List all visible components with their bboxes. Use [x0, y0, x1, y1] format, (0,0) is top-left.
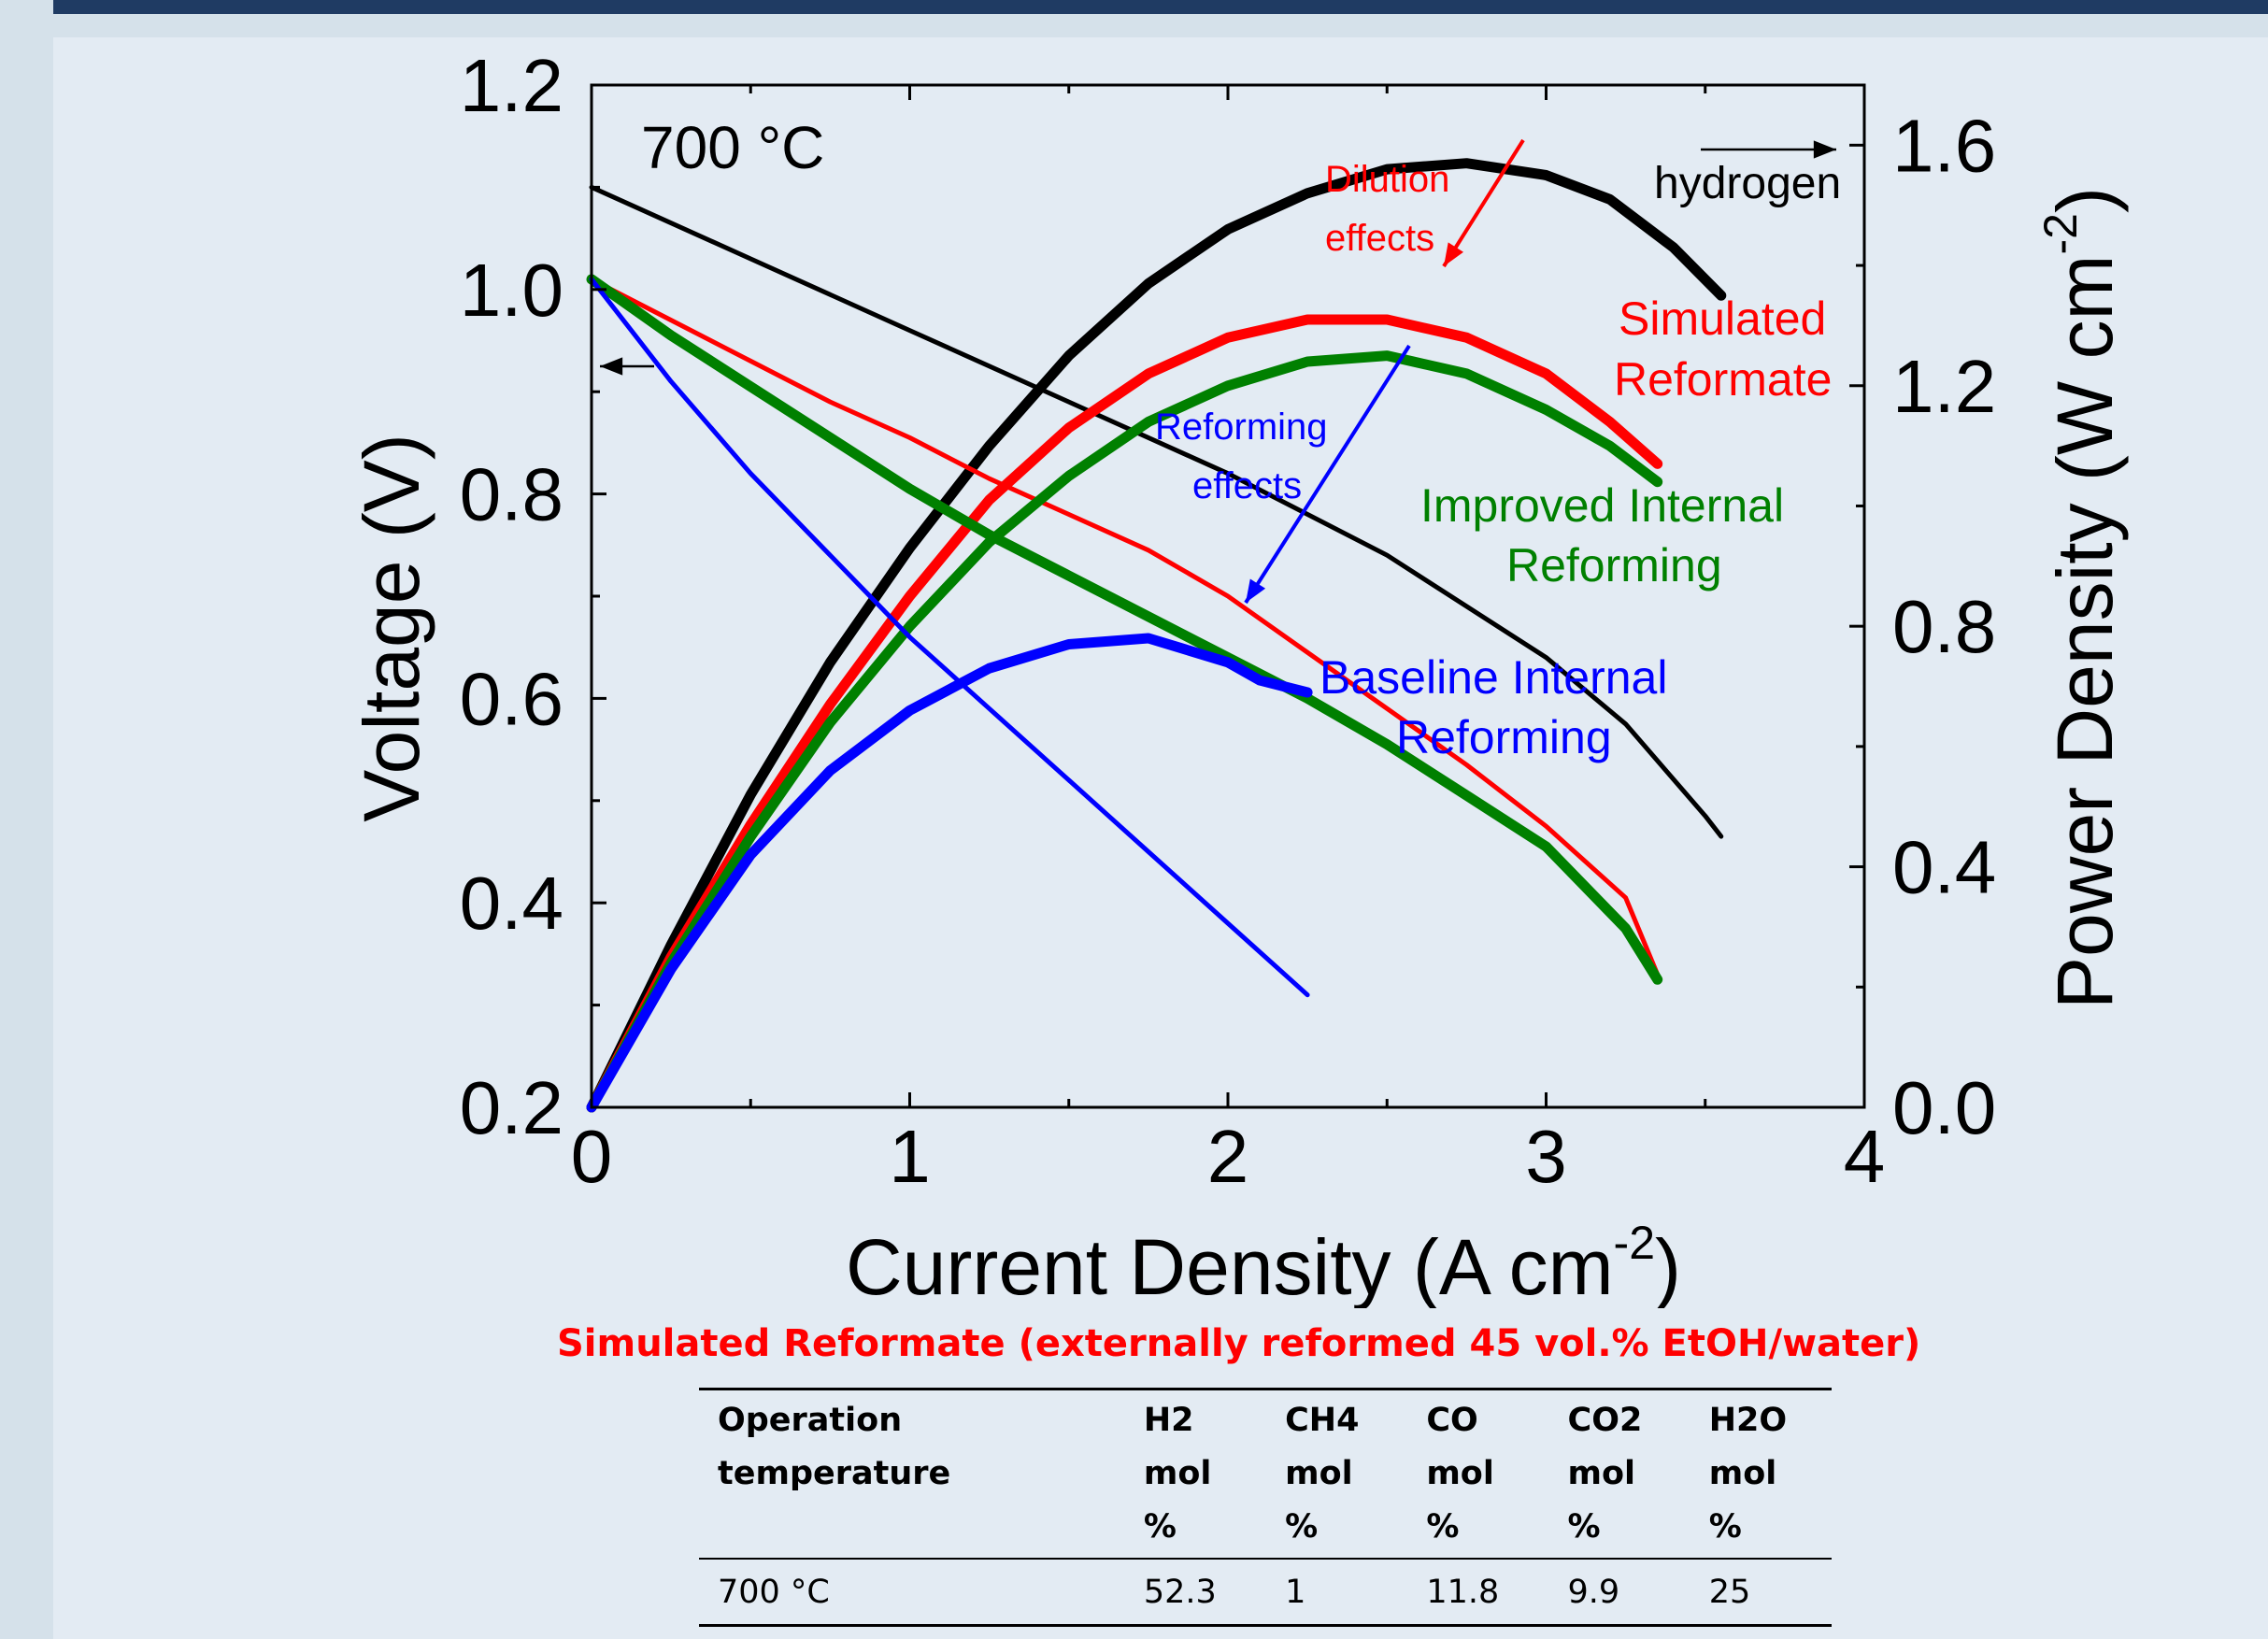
header-column: CH4 mol%: [1285, 1402, 1360, 1546]
series-baseline-power-curve: [586, 633, 1313, 1113]
y-left-tick-label: 0.6: [460, 657, 563, 740]
y-right-tick-label: 0.8: [1892, 585, 1996, 668]
x-tick-label: 2: [1207, 1115, 1249, 1198]
dilution-effects-label-line2: effects: [1325, 218, 1434, 259]
header-operation-temperature: Operation temperature: [718, 1402, 951, 1492]
voltage-left-axis-arrow-head: [600, 357, 623, 376]
y-right-axis-label: Power Density (W cm-2): [2034, 187, 2129, 1009]
header-column: CO mol%: [1426, 1402, 1494, 1546]
x-tick-label: 1: [889, 1115, 931, 1198]
simulated-reformate-label-line1: Simulated: [1619, 292, 1826, 345]
baseline-internal-reforming-label-line1: Baseline Internal: [1319, 651, 1667, 704]
series-improved-power-curve: [586, 350, 1663, 1113]
series-layer: [586, 158, 1727, 1113]
series-hydrogen-power-curve: [586, 158, 1727, 1113]
hydrogen-label: hydrogen: [1654, 159, 1841, 208]
simulated-reformate-label-line2: Reformate: [1614, 353, 1832, 406]
top-banner: [53, 0, 2268, 14]
y-left-tick-label: 1.2: [460, 44, 563, 127]
dilution-effects-label-line1: Dilution: [1325, 159, 1449, 200]
table-cell: 52.3: [1143, 1574, 1217, 1611]
improved-internal-reforming-label-line2: Reforming: [1506, 539, 1722, 591]
series-baseline-voltage-curve: [589, 277, 1310, 998]
y-right-tick-label: 0.0: [1892, 1066, 1996, 1149]
y-left-tick-label: 0.4: [460, 862, 563, 945]
y-left-axis-label: Voltage (V): [348, 434, 435, 822]
dilution-arrow-shaft: [1442, 138, 1525, 268]
y-left-tick-label: 0.2: [460, 1066, 563, 1149]
series-simulated-power-curve: [586, 314, 1663, 1113]
axes-layer: 0 1 2 3 4 0.2 0.4 0.6 0.8 1.0 1.2 0.0 0.4 0.8 1.2 1.6 Cu…: [348, 44, 2129, 1308]
annotation-layer: 700 °C hydrogen Dilution effects Simulated Re…: [600, 114, 1841, 763]
x-tick-label: 4: [1844, 1115, 1886, 1198]
reforming-effects-label-line2: effects: [1192, 465, 1302, 506]
header-column: CO2 mol%: [1567, 1402, 1643, 1546]
hydrogen-right-axis-arrow-head: [1813, 140, 1836, 159]
y-right-tick-label: 1.6: [1892, 104, 1996, 187]
power-voltage-chart: 0 1 2 3 4 0.2 0.4 0.6 0.8 1.0 1.2 0.0 0.4 0.8 1.2 1.6 Cu…: [348, 44, 2129, 1308]
y-left-tick-label: 1.0: [460, 249, 563, 332]
x-tick-label: 3: [1525, 1115, 1567, 1198]
table-body: 700 °C 52.3 1 11.8 9.9 25: [699, 1559, 1832, 1626]
header-column: H2 mol%: [1143, 1402, 1212, 1546]
table-cell: 1: [1285, 1574, 1306, 1611]
header-column: H2O mol%: [1708, 1402, 1788, 1546]
table-cell: 25: [1708, 1574, 1751, 1611]
table-caption: Simulated Reformate (externally reformed…: [557, 1322, 1921, 1365]
content-panel: [53, 37, 2268, 1639]
baseline-internal-reforming-label-line2: Reforming: [1396, 711, 1612, 763]
reforming-effects-label-line1: Reforming: [1155, 406, 1328, 448]
y-right-tick-label: 1.2: [1892, 345, 1996, 428]
series-hydrogen-voltage-curve: [589, 184, 1724, 839]
table-cell: 11.8: [1426, 1574, 1500, 1611]
table-cell: 9.9: [1567, 1574, 1620, 1611]
y-right-tick-label: 0.4: [1892, 826, 1996, 909]
series-simulated-voltage-curve: [589, 277, 1661, 977]
table-cell: 700 °C: [718, 1574, 830, 1611]
table-row: 700 °C 52.3 1 11.8 9.9 25: [699, 1559, 1832, 1626]
improved-internal-reforming-label-line1: Improved Internal: [1420, 479, 1784, 532]
y-left-tick-label: 0.8: [460, 453, 563, 536]
x-tick-label: 0: [571, 1115, 613, 1198]
temperature-annotation: 700 °C: [641, 114, 824, 181]
reforming-arrow-shaft: [1244, 344, 1411, 605]
reforming-arrow-head: [1246, 578, 1266, 603]
table-header-row: Operation temperature H2 mol% CH4 mol% CO mol% C…: [699, 1389, 1832, 1559]
x-axis-label: Current Density (A cm-2): [846, 1217, 1681, 1308]
dilution-arrow-head: [1444, 242, 1464, 266]
series-improved-voltage-curve: [586, 274, 1663, 985]
composition-table: Operation temperature H2 mol% CH4 mol% CO mol% C…: [699, 1388, 1832, 1627]
